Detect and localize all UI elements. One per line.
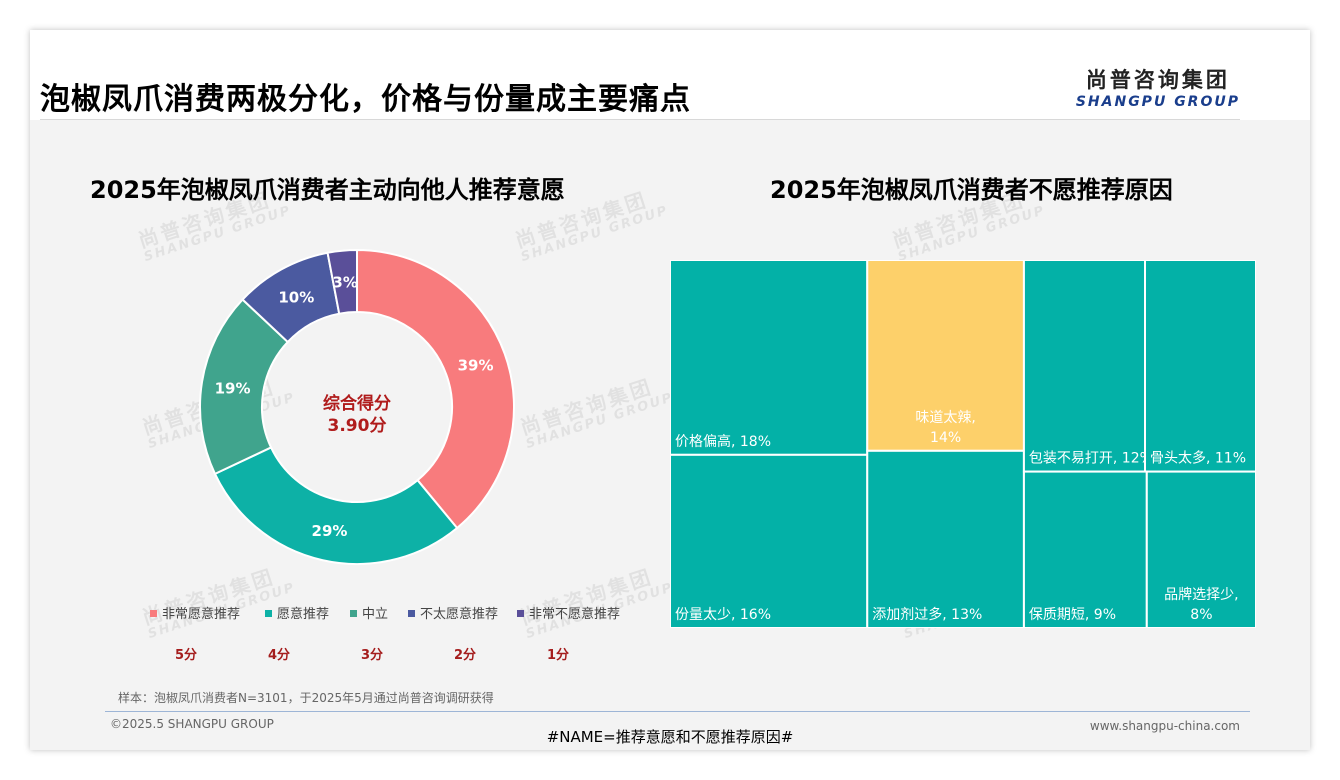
slide: 泡椒凤爪消费两极分化，价格与份量成主要痛点 尚普咨询集团 SHANGPU GRO… xyxy=(30,30,1310,750)
treemap-cell-label: 14% xyxy=(930,430,961,446)
treemap-cell xyxy=(1145,470,1256,628)
donut-slice-label: 29% xyxy=(312,522,348,540)
donut-slice-1 xyxy=(356,248,515,530)
donut-slice-5 xyxy=(326,248,358,315)
company-logo: 尚普咨询集团 SHANGPU GROUP xyxy=(1076,64,1240,110)
donut-slice-label: 10% xyxy=(278,289,314,307)
treemap-cell-label: 份量太少, 16% xyxy=(675,607,771,623)
name-tag: #NAME=推荐意愿和不愿推荐原因# xyxy=(546,728,794,746)
treemap-cell xyxy=(1022,260,1147,473)
legend-label: 不太愿意推荐 xyxy=(420,607,499,622)
legend-item: 非常不愿意推荐 xyxy=(517,603,620,622)
reasons-treemap-chart: 价格偏高, 18% 份量太少, 16% 味道太辣, 14% 添加剂过多, 13% 包装不易… xyxy=(670,260,1256,628)
legend-swatch xyxy=(408,610,415,617)
legend-swatch xyxy=(517,610,524,617)
donut-center-label: 综合得分 xyxy=(323,393,391,414)
treemap-cell-label: 添加剂过多, 13% xyxy=(872,606,982,623)
logo-text-cn: 尚普咨询集团 xyxy=(1085,68,1230,92)
treemap-cell-label: 价格偏高, 18% xyxy=(675,433,771,450)
sample-note: 样本：泡椒凤爪消费者N=3101，于2025年5月通过尚普咨询调研获得 xyxy=(118,691,494,705)
treemap-cell-label: 包装不易打开, 12% xyxy=(1029,450,1153,467)
donut-slice-2 xyxy=(213,446,459,565)
score-label: 5分 xyxy=(175,648,198,663)
treemap-cell-label: 保质期短, 9% xyxy=(1029,607,1116,623)
legend-item: 非常愿意推荐 xyxy=(150,603,240,622)
copyright-text: ©2025.5 SHANGPU GROUP xyxy=(110,717,274,731)
legend-swatch xyxy=(150,610,157,617)
treemap-cell xyxy=(670,453,869,628)
logo-text-en: SHANGPU GROUP xyxy=(1075,94,1240,110)
treemap-cell-label: 骨头太多, 11% xyxy=(1150,450,1246,467)
treemap-cell xyxy=(866,449,1025,628)
treemap-cell-label: 8% xyxy=(1190,607,1212,623)
legend-swatch xyxy=(350,610,357,617)
legend-swatch xyxy=(265,610,272,617)
donut-slice-label: 3% xyxy=(332,274,357,292)
treemap-cell xyxy=(1144,260,1256,473)
donut-slice-label: 19% xyxy=(215,379,251,397)
score-label: 4分 xyxy=(268,648,291,663)
header-divider xyxy=(40,119,1240,120)
score-label: 3分 xyxy=(361,648,384,663)
treemap-cell-label: 品牌选择少, xyxy=(1164,586,1238,603)
donut-slice-label: 39% xyxy=(458,356,494,374)
website-text: www.shangpu-china.com xyxy=(1089,719,1240,733)
score-label: 1分 xyxy=(547,648,570,663)
donut-center-value: 3.90分 xyxy=(328,416,387,436)
legend-label: 非常愿意推荐 xyxy=(162,607,241,622)
donut-chart-title: 2025年泡椒凤爪消费者主动向他人推荐意愿 xyxy=(90,176,565,204)
score-label: 2分 xyxy=(454,648,477,663)
treemap-cell-label: 味道太辣, xyxy=(915,410,975,426)
footer-divider xyxy=(105,711,1250,712)
treemap-chart-title: 2025年泡椒凤爪消费者不愿推荐原因 xyxy=(770,176,1173,204)
header-bar: 泡椒凤爪消费两极分化，价格与份量成主要痛点 尚普咨询集团 SHANGPU GRO… xyxy=(30,30,1310,120)
treemap-cell xyxy=(670,260,869,456)
legend-item: 中立 xyxy=(350,603,388,622)
page-title: 泡椒凤爪消费两极分化，价格与份量成主要痛点 xyxy=(40,82,691,117)
legend-item: 不太愿意推荐 xyxy=(408,603,498,622)
legend-item: 愿意推荐 xyxy=(265,603,329,622)
legend-label: 非常不愿意推荐 xyxy=(529,607,621,622)
legend-label: 愿意推荐 xyxy=(277,607,330,622)
treemap-cell xyxy=(866,260,1025,452)
legend-label: 中立 xyxy=(362,607,389,622)
treemap-cell xyxy=(1022,470,1148,628)
